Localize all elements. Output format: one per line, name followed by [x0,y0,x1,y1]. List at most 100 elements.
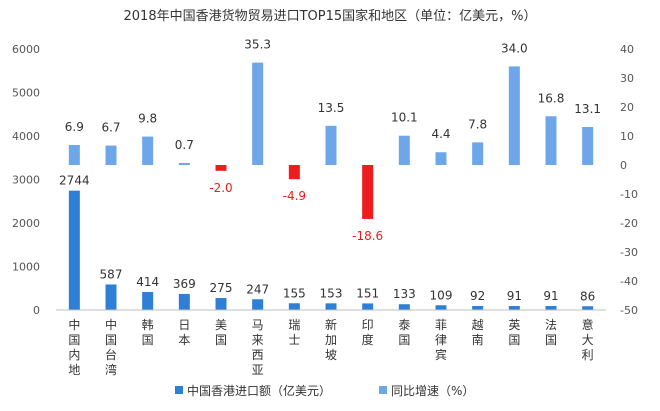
growth-data-label: 10.1 [391,111,418,125]
left-tick-label: 1000 [12,261,40,274]
legend-swatch-imports [175,386,183,394]
import-data-label: 151 [356,286,379,300]
chart-title: 2018年中国香港货物贸易进口TOP15国家和地区（单位：亿美元，%） [124,8,537,24]
growth-data-label: -2.0 [209,181,232,195]
import-data-label: 2744 [59,174,90,188]
growth-bar [215,165,227,171]
legend-label-growth: 同比增速（%） [391,384,474,398]
import-bar [288,303,300,310]
import-data-label: 133 [393,287,416,301]
growth-bar [252,62,264,165]
growth-bar [362,165,374,219]
import-bar [435,305,447,310]
growth-bar [472,142,484,165]
growth-bar [105,145,117,165]
growth-data-label: 16.8 [538,91,565,105]
right-tick-label: 20 [620,101,634,114]
growth-data-label: 6.9 [65,120,84,134]
growth-bar [288,165,300,180]
growth-data-label: 9.8 [138,112,157,126]
import-data-label: 91 [543,289,558,303]
import-bar [105,284,117,310]
import-bar [398,304,410,310]
growth-data-label: 6.7 [101,121,120,135]
right-tick-label: 0 [620,159,627,172]
growth-data-label: -18.6 [352,229,383,243]
left-tick-label: 0 [33,304,40,317]
category-label: 英国 [508,318,520,347]
import-data-label: 86 [580,289,595,303]
category-label: 新加坡 [325,317,337,362]
growth-data-label: 13.1 [574,102,601,116]
category-label: 瑞士 [288,318,300,347]
left-tick-label: 6000 [12,43,40,56]
growth-bar [178,162,190,165]
right-axis: -50 -40 -30 -20 -10 0 10 20 30 40 [620,43,638,317]
growth-data-label: 4.4 [431,127,450,141]
category-label: 意大利 [582,317,594,362]
growth-series: 6.9 6.7 9.8 0.7 -2.0 35.3 -4.9 13.5 -18.6 10.1 4.4… [65,38,601,243]
import-bar [215,298,227,310]
growth-data-label: 7.8 [468,117,487,131]
growth-bar [508,66,520,165]
legend: 中国香港进口额（亿美元） 同比增速（%） [175,383,474,398]
growth-bar [545,116,557,165]
import-bar [142,291,154,310]
right-tick-label: 40 [620,43,634,56]
growth-data-label: -4.9 [283,189,306,203]
import-bar [508,306,520,310]
growth-data-label: 35.3 [244,38,271,52]
category-label: 美国 [215,318,227,347]
import-bar [68,190,80,310]
right-tick-label: -20 [620,217,638,230]
import-data-label: 275 [210,281,233,295]
legend-label-imports: 中国香港进口额（亿美元） [187,383,331,398]
right-tick-label: 10 [620,130,634,143]
category-label: 马来西亚 [252,318,264,377]
category-label: 泰国 [398,318,410,347]
left-tick-label: 5000 [12,87,40,100]
left-tick-label: 3000 [12,174,40,187]
right-tick-label: -50 [620,304,638,317]
import-data-label: 587 [100,267,123,281]
import-data-label: 247 [246,282,269,296]
legend-swatch-growth [379,386,387,394]
growth-bar [325,125,337,165]
right-tick-label: 30 [620,72,634,85]
right-tick-label: -30 [620,246,638,259]
growth-data-label: 34.0 [501,41,528,55]
category-label: 中国内地 [68,317,80,377]
import-data-label: 91 [507,289,522,303]
category-label: 中国台湾 [105,317,117,377]
right-tick-label: -40 [620,275,638,288]
left-tick-label: 2000 [12,217,40,230]
growth-bar [68,144,80,165]
import-bar [362,303,374,310]
category-label: 韩国 [142,317,154,347]
category-label: 印度 [362,318,374,347]
growth-bar [435,152,447,165]
import-bar [472,305,484,310]
left-tick-label: 4000 [12,130,40,143]
import-data-label: 414 [136,275,159,289]
growth-bar [582,127,594,165]
import-data-label: 153 [320,286,343,300]
right-tick-label: -10 [620,188,638,201]
import-data-label: 109 [430,288,453,302]
import-bar [545,306,557,310]
left-axis: 0 1000 2000 3000 4000 5000 6000 [12,43,40,317]
import-bar [325,303,337,310]
import-data-label: 155 [283,286,306,300]
category-label: 日本 [178,318,190,347]
category-label: 越南 [472,318,484,347]
growth-bar [142,136,154,165]
import-bar [178,293,190,310]
import-data-label: 369 [173,277,196,291]
category-label: 法国 [545,318,557,347]
growth-bar [398,135,410,165]
import-bar [582,306,594,310]
category-label: 菲律宾 [435,318,447,362]
import-bar [252,299,264,310]
